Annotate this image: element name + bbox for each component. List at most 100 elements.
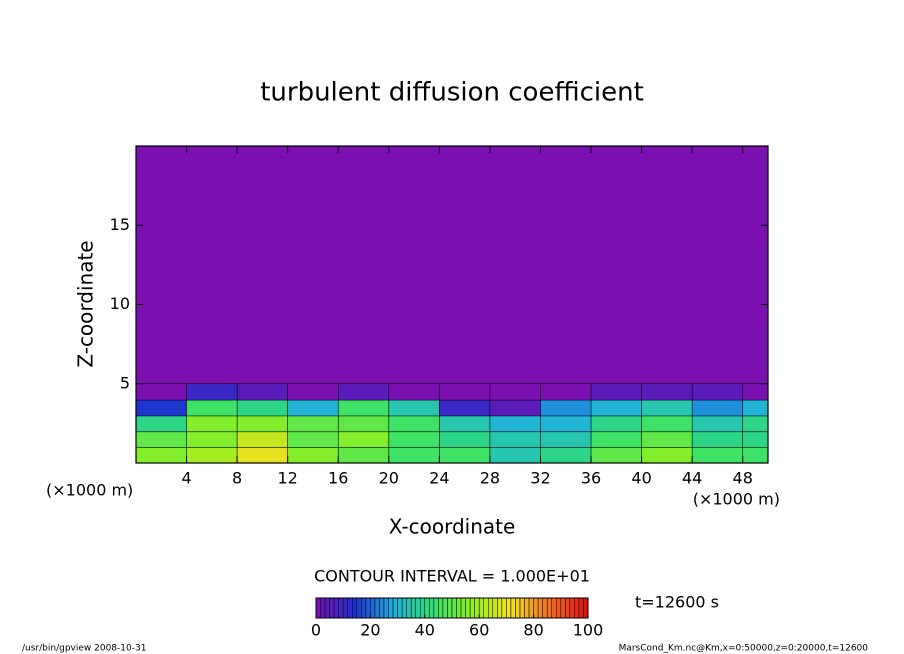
- colorbar-stripe: [497, 597, 503, 619]
- x-axis-label: X-coordinate: [389, 515, 516, 539]
- x-tick-label: 12: [278, 469, 298, 488]
- colorbar-stripe: [333, 597, 339, 619]
- field-cell: [136, 446, 188, 463]
- x-tick-label: 4: [181, 469, 191, 488]
- colorbar-stripe: [352, 597, 358, 619]
- field-cell: [136, 399, 188, 417]
- colorbar-stripe: [356, 597, 362, 619]
- y-tick-label: 10: [110, 294, 130, 313]
- colorbar-stripe: [438, 597, 444, 619]
- field-cell: [641, 430, 693, 448]
- colorbar-stripe: [574, 597, 580, 619]
- field-cell: [691, 399, 744, 417]
- y-tick-label: 5: [120, 373, 130, 392]
- field-cell: [489, 399, 542, 417]
- colorbar-stripe: [447, 597, 453, 619]
- colorbar-stripe: [429, 597, 435, 619]
- field-cell: [590, 383, 643, 401]
- colorbar-stripe: [556, 597, 562, 619]
- footer-left: /usr/bin/gpview 2008-10-31: [22, 644, 146, 654]
- field-cell: [742, 383, 768, 401]
- x-unit-label: (×1000 m): [46, 481, 133, 500]
- colorbar-stripe: [392, 597, 398, 619]
- colorbar-stripe: [488, 597, 494, 619]
- field-cell: [236, 446, 289, 463]
- field-cell: [540, 415, 592, 433]
- field-cell: [590, 430, 643, 448]
- field-cell: [186, 446, 238, 463]
- colorbar-stripe: [406, 597, 412, 619]
- field-cell: [337, 415, 390, 433]
- field-cell: [388, 399, 441, 417]
- field-cell: [287, 446, 340, 463]
- colorbar-tick-label: 100: [573, 621, 604, 640]
- time-label: t=12600 s: [635, 593, 719, 612]
- colorbar-tick-label: 20: [360, 621, 380, 640]
- colorbar-stripe: [546, 597, 552, 619]
- field-cell: [388, 446, 441, 463]
- x-tick-label: 32: [530, 469, 550, 488]
- colorbar-stripe: [320, 597, 326, 619]
- field-cell: [489, 446, 542, 463]
- colorbar-stripe: [329, 597, 335, 619]
- colorbar-stripe: [361, 597, 367, 619]
- colorbar-stripe: [528, 597, 534, 619]
- colorbar-stripe: [410, 597, 416, 619]
- x-tick-label: 44: [682, 469, 702, 488]
- colorbar-stripe: [501, 597, 507, 619]
- colorbar-stripe: [365, 597, 371, 619]
- field-cell: [388, 430, 441, 448]
- field-cell: [337, 399, 390, 417]
- field-cell: [540, 383, 592, 401]
- y-axis-label: Z-coordinate: [74, 240, 98, 367]
- colorbar-tick-label: 0: [311, 621, 321, 640]
- colorbar-frame: [315, 597, 589, 619]
- field-cell: [691, 415, 744, 433]
- colorbar-stripe: [456, 597, 462, 619]
- field-cell: [691, 446, 744, 463]
- colorbar-stripe: [578, 597, 584, 619]
- field-cell: [540, 446, 592, 463]
- footer-right: MarsCond_Km.nc@Km,x=0:50000,z=0:20000,t=…: [619, 644, 869, 654]
- field-cell: [186, 383, 238, 401]
- colorbar-stripe: [542, 597, 548, 619]
- field-cell: [540, 399, 592, 417]
- field-cell: [489, 415, 542, 433]
- field-cell: [337, 383, 390, 401]
- field-cell: [439, 430, 491, 448]
- field-cell: [439, 383, 491, 401]
- field-cell: [186, 430, 238, 448]
- colorbar-stripe: [424, 597, 430, 619]
- colorbar-stripe: [510, 597, 516, 619]
- colorbar-stripe: [415, 597, 421, 619]
- colorbar-stripe: [533, 597, 539, 619]
- colorbar-stripe: [565, 597, 571, 619]
- colorbar-stripe: [383, 597, 389, 619]
- colorbar-stripe: [324, 597, 330, 619]
- colorbar-stripe: [465, 597, 471, 619]
- field-cell: [742, 430, 768, 448]
- colorbar-stripe: [460, 597, 466, 619]
- field-cell: [186, 399, 238, 417]
- field-cell: [388, 415, 441, 433]
- field-cell: [337, 430, 390, 448]
- field-cell: [236, 430, 289, 448]
- x-tick-label: 24: [429, 469, 449, 488]
- colorbar-stripe: [388, 597, 394, 619]
- colorbar-stripe: [506, 597, 512, 619]
- field-cell: [590, 415, 643, 433]
- field-cell: [439, 446, 491, 463]
- field-cell: [439, 399, 491, 417]
- colorbar-stripe: [342, 597, 348, 619]
- field-cell: [236, 383, 289, 401]
- colorbar-stripe: [551, 597, 557, 619]
- field-cell: [641, 383, 693, 401]
- colorbar-stripe: [433, 597, 439, 619]
- colorbar-stripe: [451, 597, 457, 619]
- chart-title: turbulent diffusion coefficient: [260, 78, 644, 108]
- x-tick-label: 40: [631, 469, 651, 488]
- colorbar-stripe: [379, 597, 385, 619]
- x-tick-label: 36: [581, 469, 601, 488]
